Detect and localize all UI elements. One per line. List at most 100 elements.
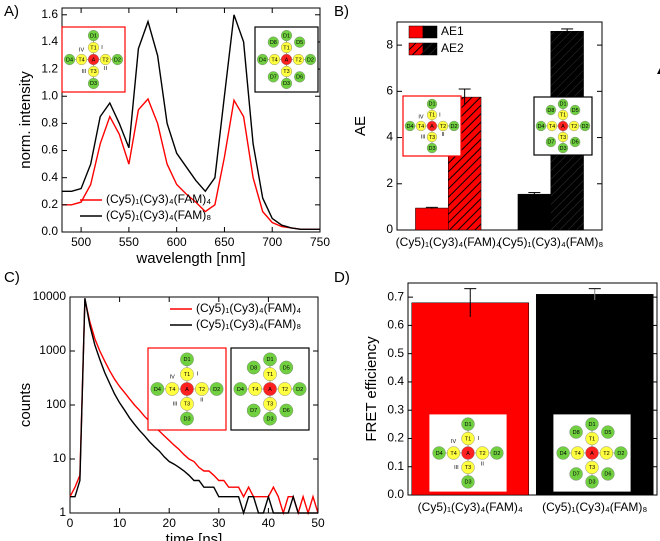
x-tick-label: (Cy5)₁(Cy3)₄(FAM)₄	[396, 235, 501, 249]
y-tick-label: 0.4	[387, 374, 404, 388]
dye-label: D1	[183, 357, 190, 363]
y-tick-label: 1	[59, 505, 66, 519]
data-line	[69, 299, 319, 516]
dye-node	[570, 446, 585, 460]
dye-node	[209, 382, 224, 396]
arm-label: IV	[451, 439, 457, 445]
dye-node	[448, 120, 460, 132]
dye-label: D1	[428, 102, 435, 108]
y-tick-label: 0.0	[387, 487, 404, 501]
dye-node	[557, 98, 569, 110]
legend-label: (Cy5)₁(Cy3)₄(FAM)₄	[106, 192, 211, 206]
data-line	[70, 298, 318, 516]
dye-label: D5	[283, 365, 290, 371]
dye-node	[569, 104, 581, 116]
dye-node	[280, 30, 293, 42]
dye-label: D4	[66, 57, 73, 63]
x-axis-label: time [ns]	[166, 531, 223, 541]
dye-node	[292, 53, 305, 66]
x-tick-label: 40	[262, 516, 276, 530]
y-tick-label: 0.3	[387, 402, 404, 416]
dye-node	[585, 417, 599, 431]
x-tick-label: 500	[71, 235, 91, 249]
dye-node	[99, 53, 112, 66]
y-tick-label: 0.0	[41, 224, 58, 238]
y-tick-label: 1.0	[41, 88, 58, 102]
dye-node	[461, 475, 475, 489]
x-tick-label: 30	[212, 516, 226, 530]
y-tick-label: 4	[386, 130, 393, 144]
y-tick-label: 0.8	[41, 116, 58, 130]
y-tick-label: 10000	[33, 289, 67, 303]
dye-node	[277, 382, 292, 396]
dye-node	[545, 136, 557, 148]
dye-node	[87, 41, 100, 54]
dye-node	[280, 53, 293, 66]
dye-label: D2	[213, 387, 220, 393]
y-axis-label: counts	[17, 383, 34, 427]
dye-node	[263, 367, 277, 382]
y-tick-label: 0.6	[387, 318, 404, 332]
dye-label: D2	[296, 387, 303, 393]
dye-label: T3	[560, 135, 566, 141]
dye-label: A	[285, 57, 289, 63]
dye-node	[246, 403, 261, 418]
dye-node	[545, 104, 557, 116]
dye-node	[257, 53, 269, 66]
dye-label: A	[92, 57, 96, 63]
dye-label: T2	[571, 124, 577, 130]
dye-node	[426, 109, 438, 121]
dye-node	[569, 467, 583, 481]
y-tick-label: 1.2	[41, 61, 58, 75]
x-tick-label: 600	[167, 235, 187, 249]
dye-label: D2	[114, 57, 121, 63]
dye-node	[294, 71, 306, 83]
arm-label: I	[101, 45, 103, 51]
dye-node	[557, 109, 569, 121]
dye-node	[263, 396, 277, 411]
dye-label: D3	[559, 146, 566, 152]
dye-node	[490, 446, 504, 460]
dye-label: D1	[266, 357, 273, 363]
x-tick-label: 650	[214, 235, 234, 249]
arm-label: II	[441, 132, 445, 138]
dye-label: D3	[428, 146, 435, 152]
x-tick-label: 0	[67, 516, 74, 530]
dye-node	[556, 446, 570, 460]
inset-diagram: A T1 T2 T3 T4 D1 D2 D3 D4 D5 D6 D7 D8	[533, 96, 593, 156]
dye-label: T1	[90, 45, 96, 51]
dye-label: T3	[429, 135, 435, 141]
dye-node	[614, 446, 628, 460]
dye-label: T1	[589, 436, 595, 442]
dye-node	[279, 360, 294, 375]
dye-label: D5	[296, 40, 303, 46]
y-tick-label: 0.1	[387, 459, 404, 473]
dye-node	[415, 120, 427, 132]
dye-node	[585, 446, 599, 460]
dye-node	[246, 360, 261, 375]
dye-node	[461, 431, 475, 446]
arm-label: II	[481, 461, 485, 467]
dye-node	[304, 53, 316, 66]
panel-label: A)	[4, 3, 19, 20]
legend-label: AE2	[441, 41, 464, 55]
y-axis-label: FRET efficiency	[363, 336, 380, 442]
dye-node	[267, 71, 279, 83]
plot-frame	[61, 7, 321, 233]
dye-node	[263, 411, 277, 426]
dye-label: T4	[574, 451, 580, 457]
dye-node	[461, 446, 475, 460]
dye-node	[263, 382, 277, 396]
y-tick-label: 0	[386, 222, 393, 236]
dye-node	[426, 131, 438, 143]
x-tick-label: 550	[119, 235, 139, 249]
dye-label: D4	[436, 451, 443, 457]
dye-node	[165, 382, 180, 396]
dye-node	[569, 425, 583, 439]
data-line	[62, 14, 320, 230]
dye-node	[294, 36, 306, 48]
y-tick-label: 1000	[39, 343, 66, 357]
dye-node	[267, 36, 279, 48]
dye-label: D7	[270, 75, 277, 81]
